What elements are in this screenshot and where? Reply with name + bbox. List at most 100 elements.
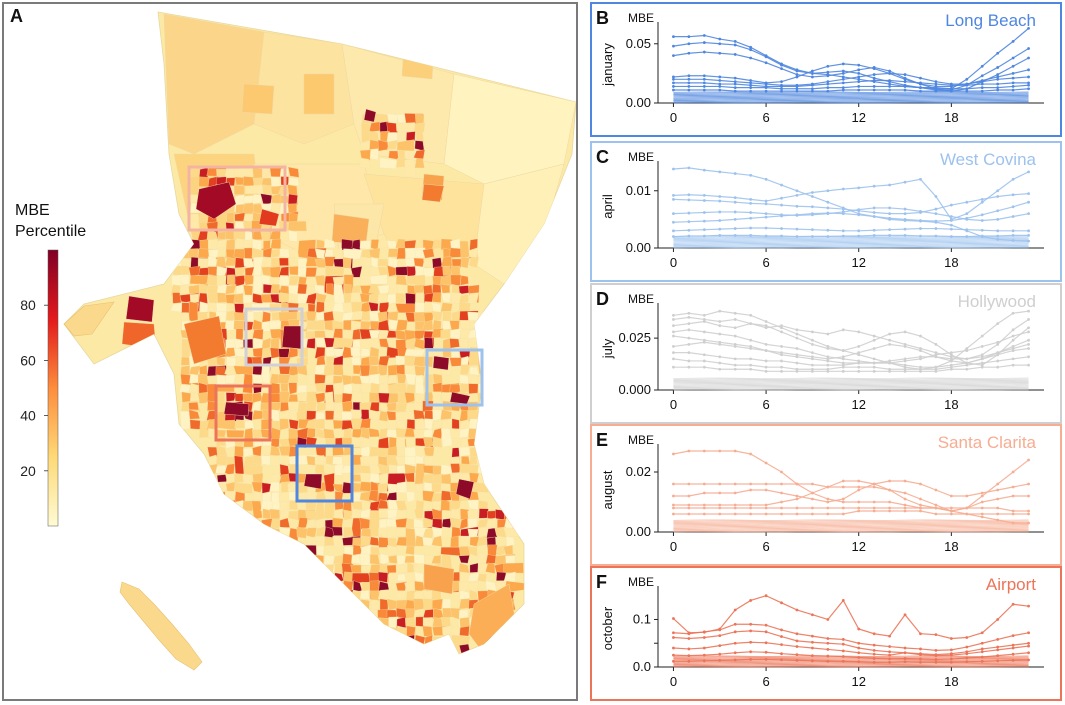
line-series [673, 385, 1029, 388]
line-series [673, 382, 1029, 385]
data-point [934, 512, 938, 516]
tract [188, 301, 199, 322]
line-series [673, 72, 1029, 86]
tract [234, 482, 253, 494]
data-point [687, 193, 691, 197]
tract [395, 500, 408, 511]
data-point [919, 503, 922, 507]
data-point [718, 320, 722, 323]
data-point [841, 81, 845, 85]
data-point [888, 500, 891, 504]
data-point [949, 365, 953, 369]
line-series [673, 651, 1029, 660]
data-point [965, 87, 969, 91]
data-point [857, 651, 861, 655]
tract [323, 554, 335, 565]
data-point [749, 599, 753, 602]
tract [450, 463, 461, 473]
tract [216, 357, 226, 366]
data-point [903, 506, 907, 510]
data-point [672, 44, 675, 48]
tract [305, 527, 317, 539]
data-point [672, 351, 675, 355]
data-point [872, 509, 876, 513]
la-county-map: 80 60 40 20 [20, 11, 576, 671]
data-point [1027, 47, 1030, 50]
data-point [1011, 634, 1015, 638]
tract [306, 599, 316, 611]
tract [278, 266, 289, 278]
line-series [673, 623, 1029, 651]
tract [440, 464, 453, 475]
data-point [702, 318, 706, 321]
data-point [872, 365, 876, 369]
data-point [702, 338, 706, 342]
hotspot-tract [455, 478, 475, 500]
tract [342, 634, 353, 645]
tract [225, 256, 237, 267]
hotspot-tract [121, 321, 157, 350]
data-point [857, 359, 861, 363]
tract [423, 446, 435, 457]
data-point [857, 509, 861, 513]
data-point [1027, 641, 1030, 645]
tract [422, 617, 433, 627]
tract [225, 499, 237, 511]
tract [287, 220, 307, 232]
tract [415, 374, 424, 395]
data-point [841, 642, 845, 646]
tract [261, 535, 273, 556]
data-point [764, 320, 768, 323]
tract [334, 562, 343, 573]
tract [387, 139, 398, 150]
data-point [672, 313, 675, 317]
tract [288, 275, 300, 286]
tract [486, 527, 498, 539]
tract [442, 265, 452, 276]
data-point [996, 88, 1000, 92]
tract [377, 293, 388, 303]
data-point [1027, 56, 1030, 60]
data-point [733, 196, 737, 200]
tract [350, 501, 363, 511]
data-point [872, 184, 876, 188]
tract [460, 257, 470, 269]
data-point [702, 228, 706, 232]
data-point [826, 485, 830, 489]
tract [332, 337, 354, 349]
data-point [1011, 646, 1015, 650]
data-point [733, 82, 737, 86]
data-point [718, 658, 722, 662]
data-point [888, 634, 891, 638]
tract [296, 554, 307, 566]
data-point [733, 217, 737, 221]
line-series [673, 381, 1029, 384]
data-point [687, 35, 691, 39]
data-point [687, 85, 691, 88]
data-point [780, 482, 783, 486]
tract [459, 240, 470, 260]
line-series [673, 88, 1029, 92]
chart-panel-santa-clarita: E Santa Clarita MBE august 0.00 0.02 0 6 12 18 [590, 424, 1062, 566]
data-point [826, 200, 830, 204]
data-point [672, 193, 675, 197]
hotspot-tract [432, 355, 450, 371]
data-point [1027, 200, 1030, 204]
data-point [733, 630, 737, 634]
tract [279, 508, 290, 521]
data-point [749, 506, 753, 510]
tract [189, 419, 201, 430]
data-point [872, 228, 876, 232]
long-beach-box [295, 444, 354, 503]
data-point [903, 660, 907, 664]
data-point [811, 195, 814, 198]
data-point [965, 512, 969, 516]
line-series [673, 171, 1029, 221]
data-point [733, 658, 737, 662]
data-point [872, 643, 876, 647]
data-point [1011, 521, 1015, 525]
data-point [733, 345, 737, 348]
data-point [749, 347, 753, 350]
data-point [996, 365, 1000, 369]
data-point [980, 64, 984, 68]
